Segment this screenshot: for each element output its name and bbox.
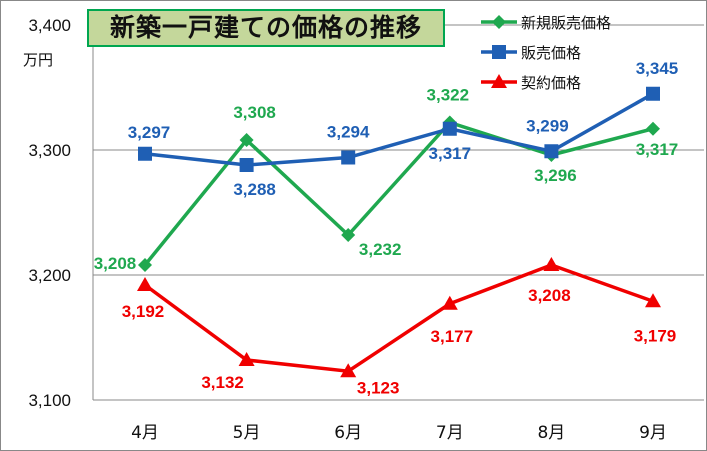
data-label: 3,132 xyxy=(201,373,244,392)
data-label: 3,308 xyxy=(233,103,276,122)
data-label: 3,232 xyxy=(359,240,402,259)
x-tick-label: 8月 xyxy=(537,423,565,443)
data-label: 3,299 xyxy=(526,116,569,135)
diamond-marker xyxy=(239,133,254,147)
x-tick-label: 4月 xyxy=(131,423,159,443)
triangle-marker xyxy=(340,363,357,378)
legend-swatch xyxy=(481,15,517,29)
diamond-marker xyxy=(646,121,660,136)
data-label: 3,177 xyxy=(431,327,474,346)
x-tick-label: 5月 xyxy=(233,423,261,443)
data-label: 3,179 xyxy=(634,326,677,345)
data-label: 3,192 xyxy=(122,302,165,321)
square-marker xyxy=(138,146,152,161)
legend-item: 契約価格 xyxy=(479,67,611,97)
square-marker xyxy=(442,121,457,136)
data-label: 3,317 xyxy=(636,140,679,159)
x-tick-label: 7月 xyxy=(436,423,464,443)
data-label: 3,297 xyxy=(128,123,171,142)
triangle-marker xyxy=(543,257,560,271)
chart-title: 新築一戸建ての価格の推移 xyxy=(87,9,445,47)
data-label: 3,294 xyxy=(327,123,370,142)
triangle-marker xyxy=(137,277,153,291)
legend-swatch xyxy=(481,74,517,88)
diamond-marker xyxy=(138,258,152,272)
legend-label: 新規販売価格 xyxy=(521,13,612,32)
x-tick-label: 9月 xyxy=(639,423,667,443)
square-marker xyxy=(646,86,660,101)
data-label: 3,345 xyxy=(636,59,679,78)
triangle-marker xyxy=(238,352,255,366)
y-tick-label: 3,300 xyxy=(28,141,71,160)
data-label: 3,123 xyxy=(357,378,400,397)
data-label: 3,322 xyxy=(427,86,470,105)
x-tick-label: 6月 xyxy=(334,423,362,443)
y-tick-label: 3,200 xyxy=(28,266,71,285)
triangle-marker xyxy=(491,74,507,88)
triangle-marker xyxy=(441,295,458,310)
legend-swatch xyxy=(481,45,517,59)
series-line xyxy=(144,92,654,167)
diamond-marker xyxy=(341,228,356,242)
legend: 新規販売価格 販売価格契約価格 xyxy=(479,7,611,97)
data-label: 3,317 xyxy=(429,144,472,163)
legend-item: 新規販売価格 xyxy=(479,7,611,37)
series-line xyxy=(143,263,654,374)
square-marker xyxy=(492,45,506,59)
legend-label: 販売価格 xyxy=(521,43,582,62)
y-tick-label: 3,400 xyxy=(28,16,71,35)
legend-label: 契約価格 xyxy=(521,73,582,92)
y-axis-unit: 万円 xyxy=(23,51,54,69)
square-marker xyxy=(341,150,356,165)
data-label: 3,208 xyxy=(528,286,571,305)
data-label: 3,208 xyxy=(94,254,137,273)
series-line xyxy=(143,120,654,267)
diamond-marker xyxy=(492,15,506,29)
triangle-marker xyxy=(645,293,661,308)
data-label: 3,296 xyxy=(534,166,577,185)
legend-item: 販売価格 xyxy=(479,37,611,67)
y-tick-label: 3,100 xyxy=(28,391,71,410)
square-marker xyxy=(544,144,559,159)
data-label: 3,288 xyxy=(233,180,276,199)
square-marker xyxy=(239,158,254,172)
